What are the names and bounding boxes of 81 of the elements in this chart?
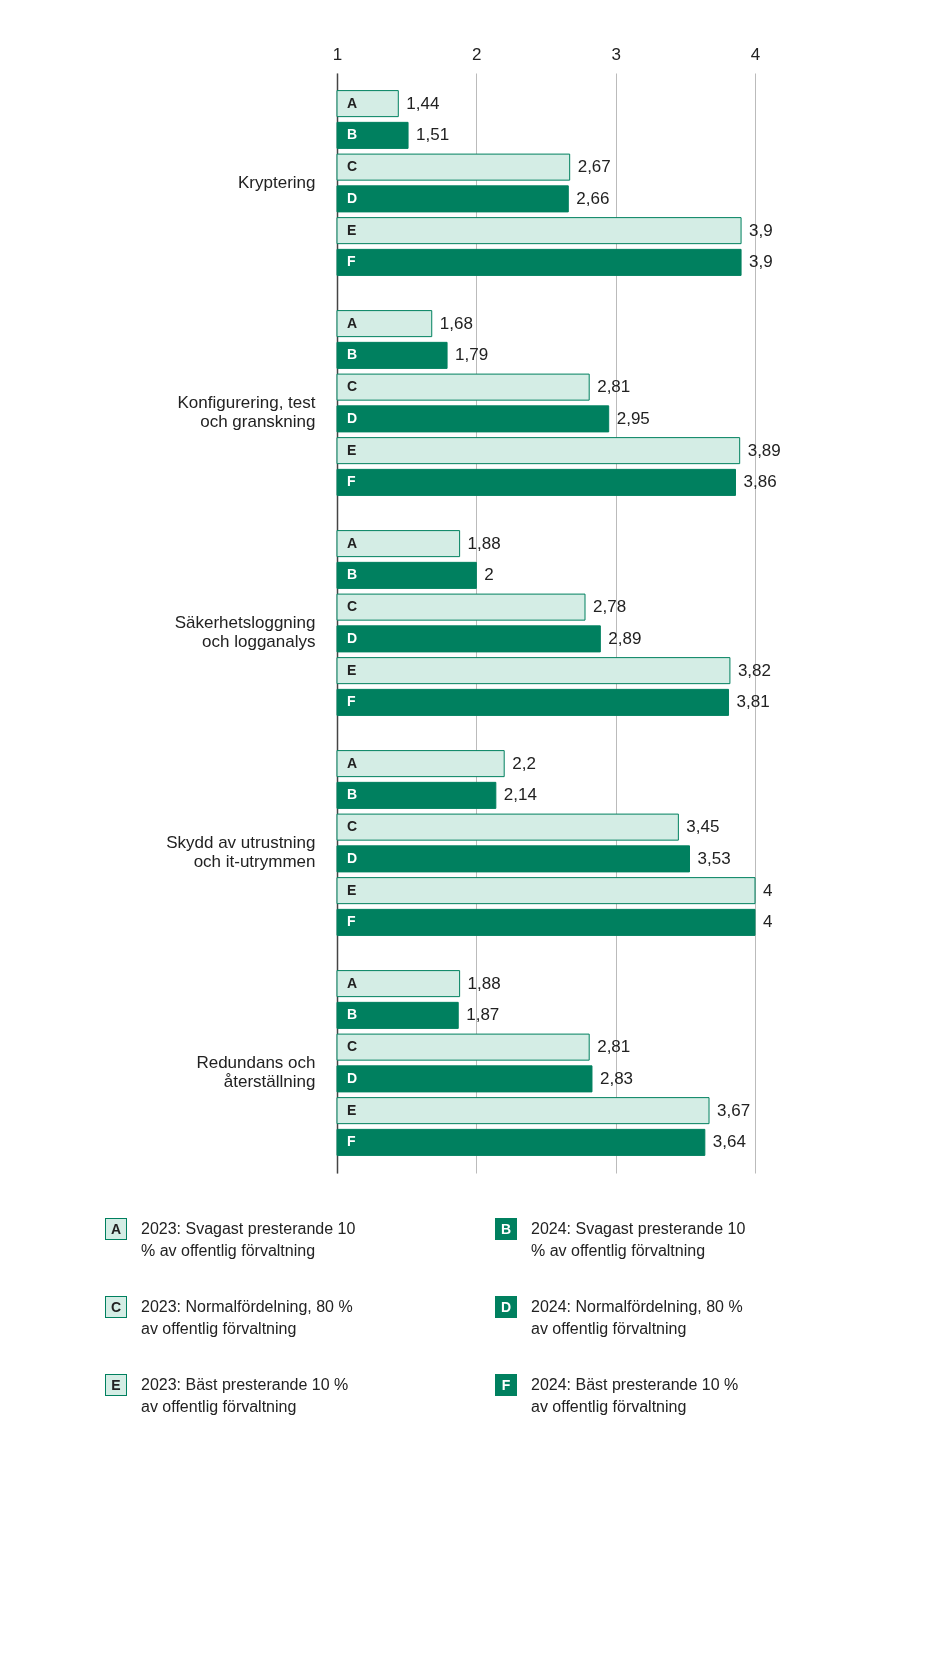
text: D: [500, 1299, 512, 1315]
data-label: 2,81: [597, 377, 631, 397]
legend-label: 2023: Normalfördelning, 80 % av offentlig förvaltning: [141, 1297, 354, 1339]
data-label: 1,87: [466, 1005, 500, 1025]
legend-label: 2024: Bäst presterande 10 % av offentlig förvaltning: [531, 1375, 740, 1417]
annotation: A: [347, 94, 358, 111]
data-label: 1,68: [439, 313, 473, 333]
text: F: [347, 693, 356, 710]
text: F: [347, 913, 356, 930]
legend-label: 2023: Svagast presterande 10 % av offentlig förvaltning: [141, 1219, 357, 1261]
data-label: 3,89: [747, 440, 781, 460]
text: E: [347, 1101, 357, 1118]
data-label: 2,89: [608, 628, 642, 648]
text: A: [347, 974, 358, 991]
text: C: [347, 598, 358, 615]
y-tick-label: Redundans och återställning: [196, 1053, 316, 1091]
data-label: 1,88: [467, 973, 501, 993]
data-label: 3,86: [743, 472, 777, 492]
data-label: 2,2: [512, 753, 536, 773]
text: E: [347, 661, 357, 678]
data-label: 4: [763, 912, 773, 932]
data-label: 3,9: [749, 220, 773, 240]
x-tick-label: 3: [611, 44, 621, 64]
legend-label: 2024: Normalfördelning, 80 % av offentlig förvaltning: [531, 1297, 744, 1339]
text: A: [110, 1221, 122, 1237]
text: B: [347, 346, 358, 363]
data-label: 3,81: [736, 692, 770, 712]
y-tick-label: Säkerhetsloggning och logganalys: [174, 613, 316, 651]
legend-label: 2024: Svagast presterande 10 % av offentlig förvaltning: [531, 1219, 747, 1261]
text: C: [347, 378, 358, 395]
text: C: [347, 818, 358, 835]
text: C: [347, 1038, 358, 1055]
data-label: 1,44: [406, 93, 440, 113]
data-label: 3,82: [737, 660, 772, 680]
data-label: 2,67: [577, 157, 611, 177]
annotation: B: [347, 126, 358, 143]
annotation: C: [347, 158, 358, 175]
text: B: [500, 1221, 512, 1237]
text: B: [347, 786, 358, 803]
data-label: 4: [763, 880, 773, 900]
data-label: 3,67: [717, 1100, 751, 1120]
text: D: [347, 409, 358, 426]
data-label: 2,66: [576, 188, 610, 208]
text: C: [110, 1299, 122, 1315]
data-label: 2: [484, 565, 494, 585]
x-tick-label: 2: [472, 44, 482, 64]
text: E: [347, 441, 357, 458]
data-label: 3,9: [749, 252, 773, 272]
text: F: [347, 473, 356, 490]
annotation: D: [347, 189, 358, 206]
text: A: [347, 314, 358, 331]
y-tick-label: Kryptering: [238, 173, 316, 192]
text: E: [347, 881, 357, 898]
text: D: [347, 1069, 358, 1086]
data-label: 2,14: [503, 785, 537, 805]
data-label: 2,78: [593, 597, 627, 617]
text: B: [347, 1006, 358, 1023]
legend-label: 2023: Bäst presterande 10 % av offentlig förvaltning: [141, 1375, 350, 1417]
text: D: [347, 629, 358, 646]
data-label: 1,51: [416, 125, 450, 145]
text: E: [111, 1377, 121, 1393]
text: F: [501, 1377, 511, 1393]
data-label: 3,45: [686, 817, 720, 837]
data-label: 3,64: [712, 1132, 746, 1152]
data-label: 2,81: [597, 1037, 631, 1057]
y-tick-label: Konfigurering, test och granskning: [177, 393, 316, 431]
data-label: 1,88: [467, 533, 501, 553]
text: A: [347, 754, 358, 771]
text: F: [347, 1133, 356, 1150]
text: A: [347, 534, 358, 551]
x-tick-label: 4: [750, 44, 761, 64]
data-label: 2,83: [599, 1068, 634, 1088]
data-label: 1,79: [455, 345, 489, 365]
text: B: [347, 566, 358, 583]
data-label: 2,95: [616, 408, 650, 428]
annotation: F: [347, 253, 356, 270]
text: D: [347, 849, 358, 866]
data-label: 3,53: [697, 848, 731, 868]
x-tick-label: 1: [332, 44, 343, 64]
y-tick-label: Skydd av utrustning och it-utrymmen: [166, 833, 316, 871]
annotation: E: [347, 221, 357, 238]
